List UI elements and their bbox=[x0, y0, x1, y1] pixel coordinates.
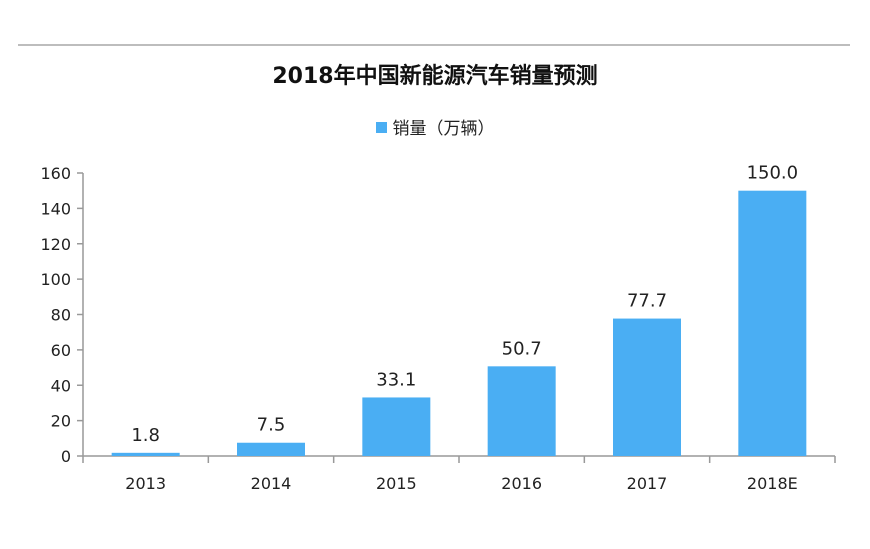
bar bbox=[738, 190, 807, 456]
legend-label: 销量（万辆） bbox=[392, 119, 495, 139]
bar bbox=[237, 442, 305, 456]
data-label: 7.5 bbox=[257, 415, 286, 436]
bar bbox=[111, 452, 180, 456]
bar bbox=[362, 397, 431, 456]
data-label: 150.0 bbox=[747, 163, 799, 184]
bar bbox=[613, 318, 681, 456]
data-label: 1.8 bbox=[131, 425, 160, 446]
x-tick-label: 2018E bbox=[747, 474, 798, 493]
bar bbox=[487, 366, 556, 456]
x-tick-label: 2016 bbox=[501, 474, 542, 493]
x-tick-label: 2015 bbox=[376, 474, 417, 493]
x-tick-label: 2014 bbox=[251, 474, 292, 493]
y-tick-label: 80 bbox=[51, 306, 71, 325]
chart-title: 2018年中国新能源汽车销量预测 bbox=[272, 64, 598, 89]
data-label: 77.7 bbox=[627, 291, 667, 312]
y-tick-label: 120 bbox=[40, 235, 71, 254]
y-tick-label: 100 bbox=[40, 270, 71, 289]
y-tick-label: 60 bbox=[51, 341, 71, 360]
x-tick-label: 2013 bbox=[125, 474, 166, 493]
legend: 销量（万辆） bbox=[0, 114, 870, 139]
data-label: 33.1 bbox=[376, 369, 416, 390]
data-label: 50.7 bbox=[502, 338, 542, 359]
y-tick-label: 0 bbox=[61, 447, 71, 466]
y-tick-label: 140 bbox=[40, 199, 71, 218]
top-divider bbox=[18, 44, 850, 46]
x-tick-label: 2017 bbox=[627, 474, 668, 493]
legend-swatch bbox=[375, 122, 387, 133]
y-tick-label: 40 bbox=[51, 376, 71, 395]
y-tick-label: 160 bbox=[40, 164, 71, 183]
y-tick-label: 20 bbox=[51, 412, 71, 431]
